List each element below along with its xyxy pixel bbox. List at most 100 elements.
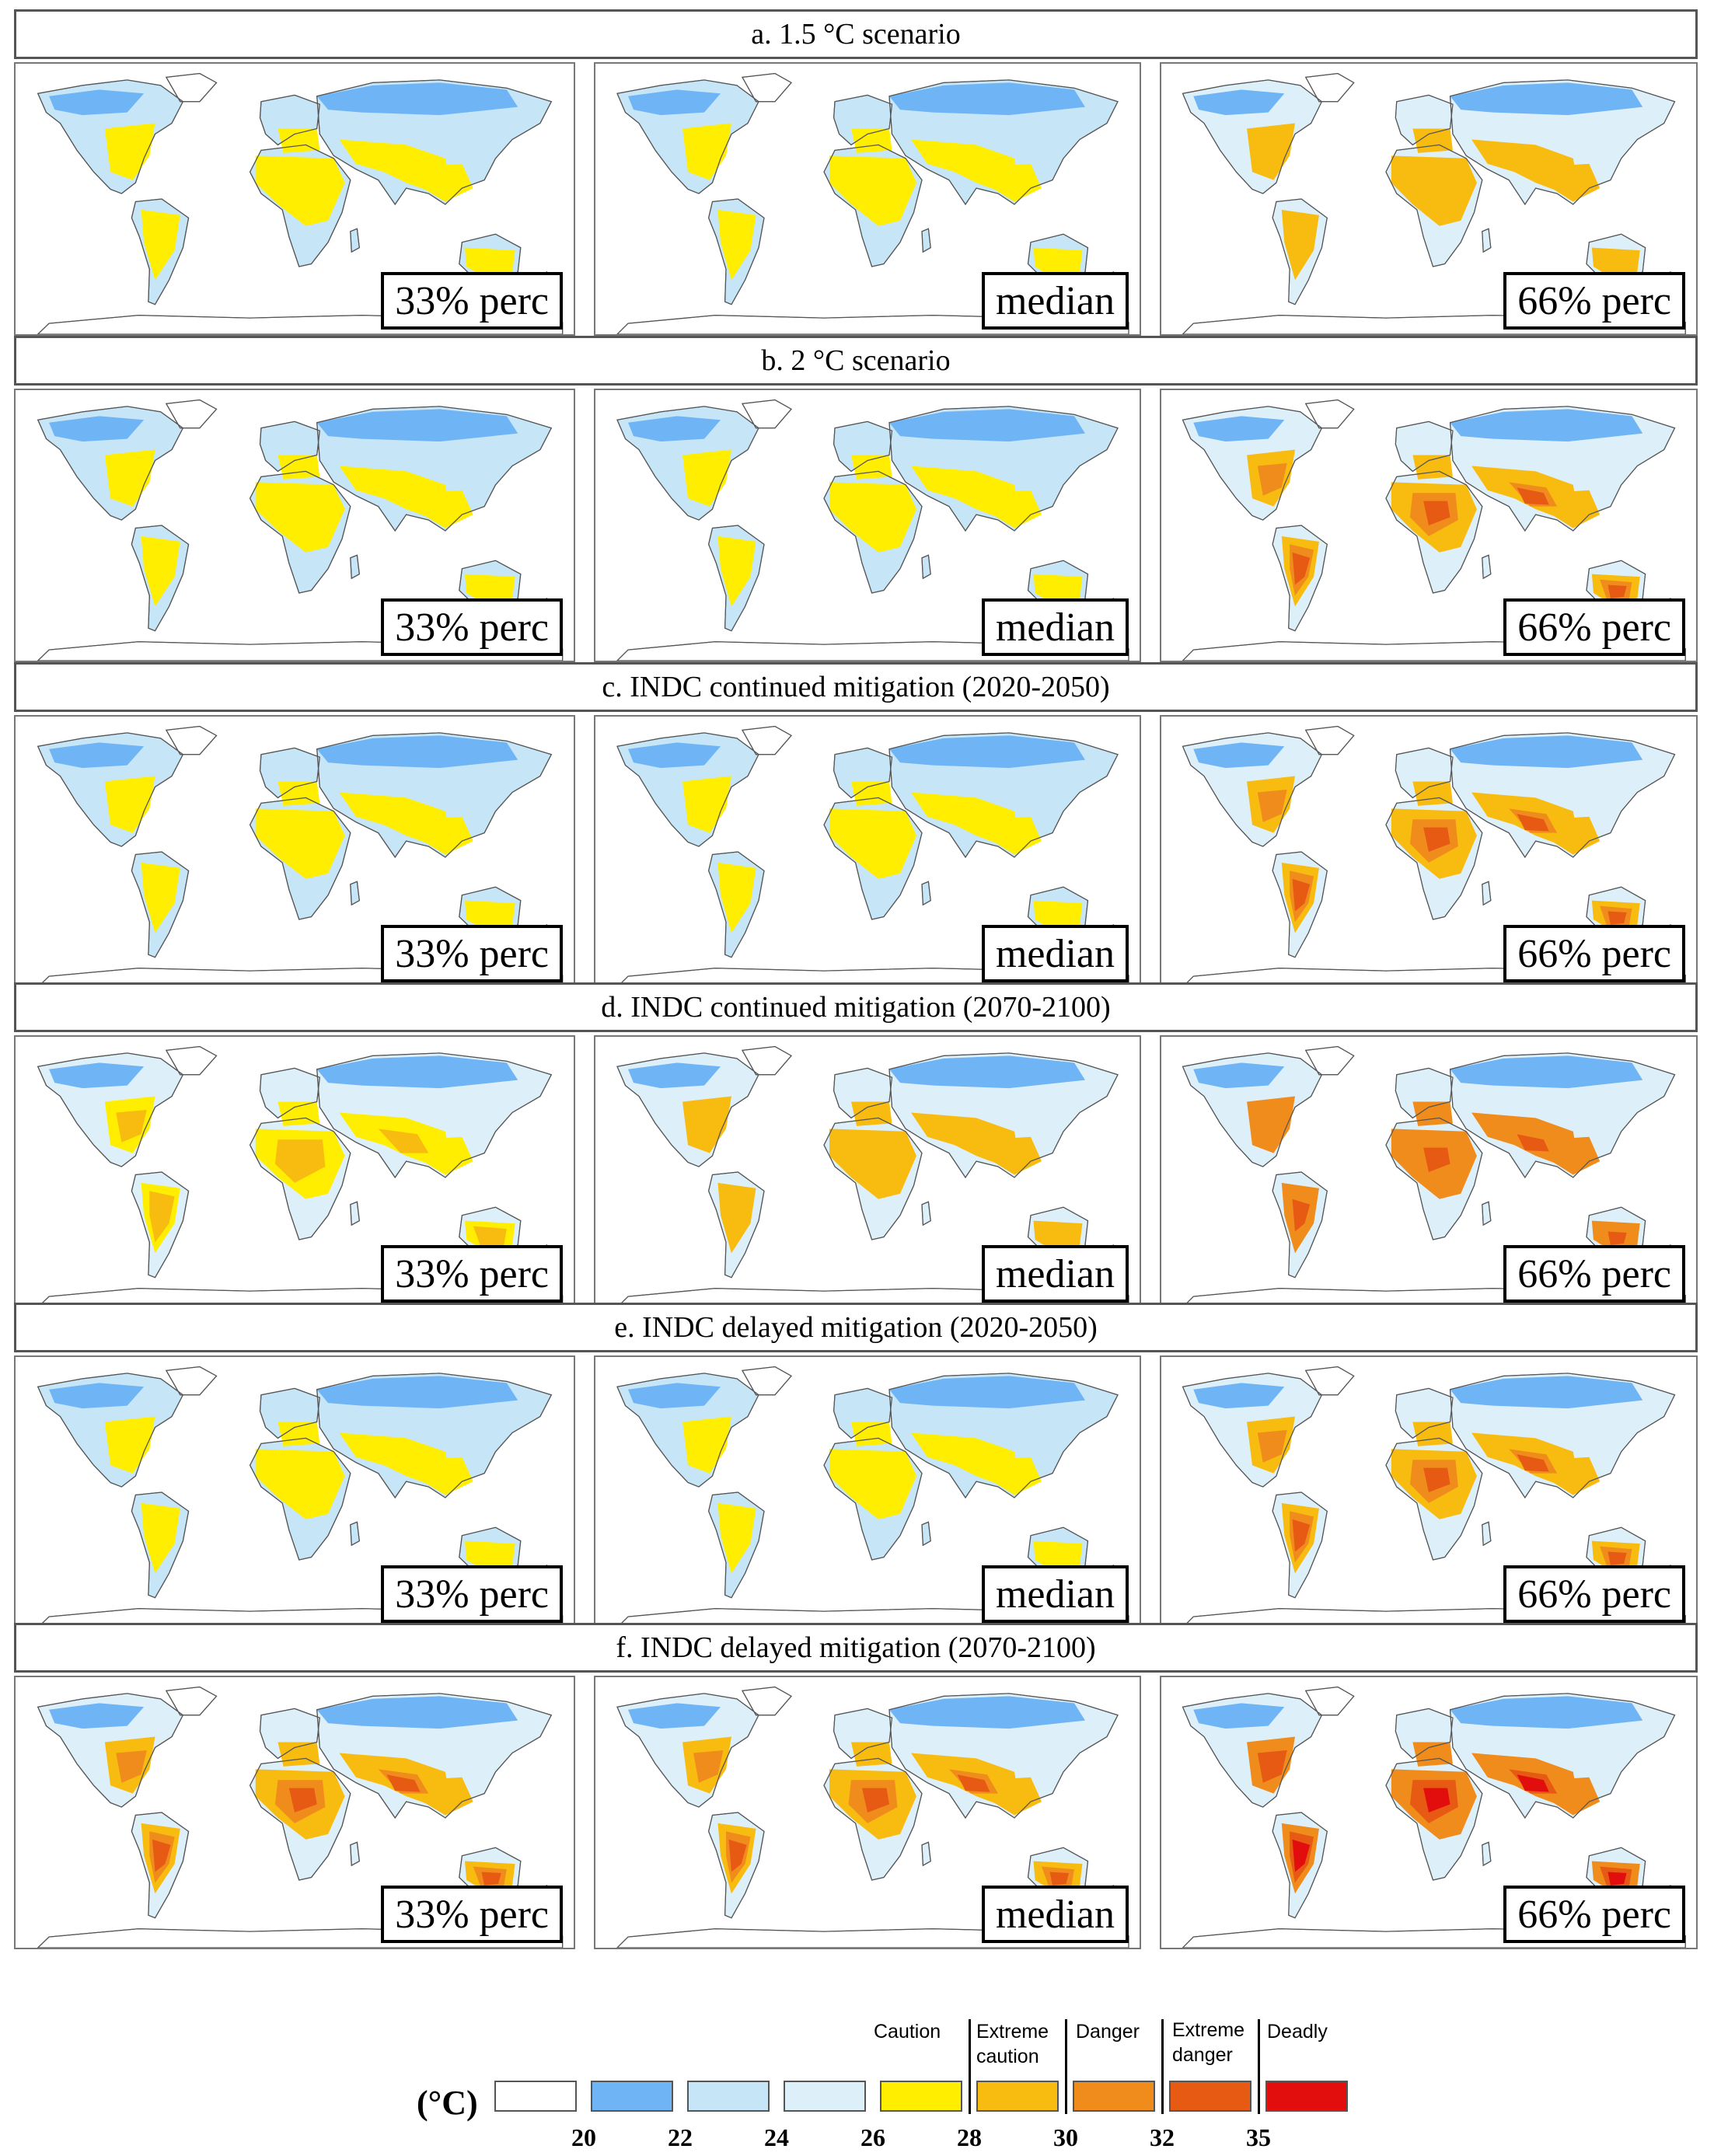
warm-region	[141, 1502, 180, 1574]
peak-region	[1423, 501, 1450, 525]
map-panel: 33% perc	[14, 715, 575, 989]
warm-region	[1546, 163, 1601, 202]
coastline-madagascar	[350, 1841, 360, 1867]
hot-region	[378, 1129, 429, 1153]
legend-swatch	[1265, 2081, 1348, 2112]
legend-tick-label: 32	[1150, 2123, 1175, 2151]
coastline-europe	[833, 94, 893, 146]
hot-region	[1257, 789, 1287, 822]
map-panel: 66% perc	[1160, 1355, 1698, 1629]
warm-region	[417, 1777, 473, 1816]
peak-region	[728, 1839, 747, 1872]
coastline-northAmerica	[1182, 1373, 1323, 1488]
row-title: c. INDC continued mitigation (2020-2050)	[14, 662, 1698, 712]
percentile-label: 66% perc	[1503, 1886, 1685, 1943]
percentile-label: 33% perc	[381, 1245, 563, 1303]
coastline-southAmerica	[131, 1812, 190, 1919]
coastline-africa	[823, 797, 923, 920]
cold-region	[889, 1376, 1085, 1409]
hot-region	[848, 1139, 898, 1183]
hot-region	[1257, 1109, 1287, 1143]
coastline-asia	[888, 79, 1119, 206]
coastline-asia	[316, 732, 553, 859]
warm-region	[1546, 816, 1601, 855]
cold-region	[628, 742, 721, 769]
world-map	[1182, 1366, 1686, 1627]
warm-region	[1033, 574, 1083, 606]
warm-region	[255, 808, 345, 879]
peak-region	[1608, 1551, 1627, 1565]
coastline-madagascar	[1482, 554, 1492, 580]
coastline-southAmerica	[1272, 525, 1328, 632]
warm-region	[717, 1502, 756, 1574]
cold-region	[1450, 1376, 1643, 1409]
coastline-northAmerica	[1182, 406, 1323, 521]
warm-region	[141, 536, 180, 607]
coastline-madagascar	[921, 1521, 931, 1547]
peak-region	[1292, 552, 1311, 585]
coastline-europe	[1395, 1067, 1454, 1119]
legend-category-label: Extreme caution	[976, 2021, 1049, 2067]
cold-region	[1450, 735, 1643, 769]
cold-region	[316, 409, 518, 442]
coastline-southAmerica	[1272, 851, 1328, 958]
warm-region	[1546, 1457, 1601, 1495]
cold-region	[889, 1055, 1085, 1089]
map-panel: 33% perc	[14, 62, 575, 336]
legend-swatch	[784, 2081, 866, 2112]
cold-region	[1193, 1383, 1285, 1409]
coastline-northAmerica	[37, 1373, 184, 1488]
world-map	[1182, 1045, 1686, 1307]
cold-region	[1193, 742, 1285, 769]
cold-region	[889, 409, 1085, 442]
coastline-europe	[833, 747, 893, 799]
coastline-southAmerica	[131, 1491, 190, 1599]
coastline-africa	[1385, 144, 1483, 267]
warm-region	[417, 1136, 473, 1175]
coastline-madagascar	[1482, 881, 1492, 906]
percentile-label: median	[981, 1886, 1129, 1943]
map-panel: 33% perc	[14, 1355, 575, 1629]
coastline-africa	[1385, 797, 1483, 920]
percentile-label: 66% perc	[1503, 1565, 1685, 1623]
legend-swatch	[1073, 2081, 1155, 2112]
warm-region	[717, 862, 756, 933]
warm-region	[464, 900, 515, 933]
coastline-northAmerica	[616, 1693, 759, 1808]
coastline-madagascar	[350, 228, 360, 253]
coastline-africa	[1385, 1757, 1483, 1881]
coastline-northAmerica	[616, 1052, 759, 1167]
coastline-greenland	[741, 1045, 792, 1076]
percentile-label: 66% perc	[1503, 272, 1685, 330]
hot-region	[1290, 218, 1314, 270]
world-map	[616, 725, 1129, 987]
coastline-southAmerica	[131, 851, 190, 958]
coastline-asia	[316, 406, 553, 532]
cold-region	[628, 416, 721, 442]
warm-region	[1033, 900, 1083, 933]
coastline-africa	[823, 144, 923, 267]
coastline-europe	[1395, 94, 1454, 146]
coastline-asia	[1449, 1052, 1676, 1179]
coastline-asia	[1449, 406, 1676, 532]
cold-region	[1450, 1696, 1643, 1729]
peak-region	[1292, 1839, 1311, 1872]
peak-region	[1423, 827, 1450, 852]
legend-category-separator	[1065, 2019, 1067, 2114]
map-panel: 66% perc	[1160, 62, 1698, 336]
legend-category-label: Deadly	[1267, 2021, 1328, 2043]
coastline-northAmerica	[616, 406, 759, 521]
coastline-greenland	[741, 72, 792, 103]
percentile-label: median	[981, 925, 1129, 982]
percentile-label: 33% perc	[381, 272, 563, 330]
warm-region	[829, 155, 916, 226]
coastline-asia	[888, 1693, 1119, 1819]
coastline-europe	[833, 1067, 893, 1119]
cold-region	[1450, 409, 1643, 442]
coastline-northAmerica	[37, 1052, 184, 1167]
coastline-madagascar	[350, 1201, 360, 1226]
cold-region	[628, 1383, 721, 1409]
warm-region	[682, 1416, 731, 1474]
world-map	[37, 1045, 564, 1307]
warm-region	[417, 490, 473, 529]
